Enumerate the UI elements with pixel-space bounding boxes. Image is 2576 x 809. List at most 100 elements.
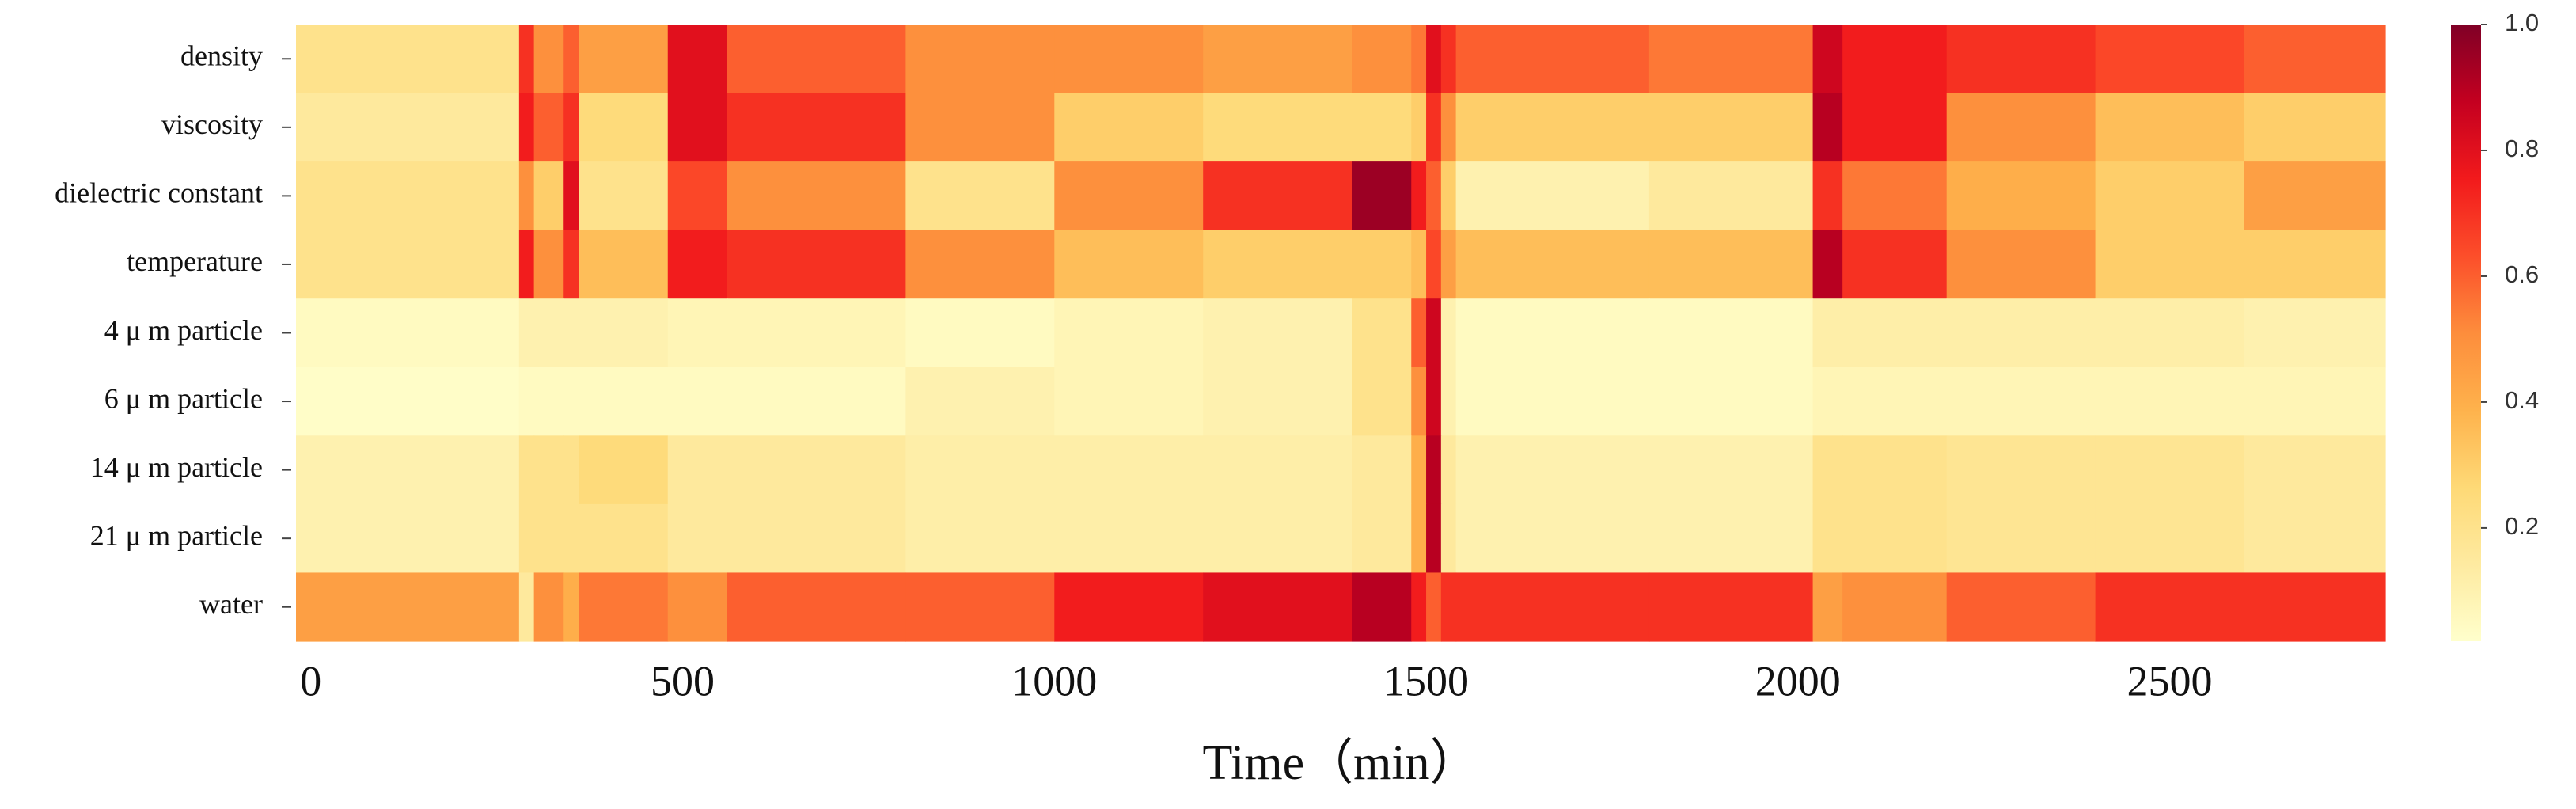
heat-cell (2244, 25, 2386, 94)
heat-cell (2095, 230, 2245, 299)
heat-cell (563, 367, 579, 436)
heat-cell (1440, 503, 1457, 574)
heat-cell (1455, 572, 1650, 642)
heat-cell (518, 230, 535, 299)
heat-cell (533, 298, 564, 368)
heat-cell (296, 161, 520, 231)
heat-cell (1352, 298, 1412, 368)
heat-cell (667, 298, 728, 368)
heat-cell (533, 25, 564, 94)
heat-cell (1203, 230, 1352, 299)
heat-cell (1426, 25, 1442, 94)
heat-cell (1842, 367, 1948, 436)
heat-cell (1203, 298, 1352, 368)
heat-cell (579, 298, 669, 368)
heat-cell (2244, 161, 2386, 231)
x-tick-label: 2500 (2127, 657, 2213, 705)
heat-cell (1946, 503, 2096, 574)
heat-cell (1842, 25, 1948, 94)
heat-cell (905, 298, 1055, 368)
heat-cell (727, 230, 906, 299)
heat-cell (1455, 230, 1650, 299)
heat-cell (1352, 25, 1412, 94)
heat-cell (563, 230, 579, 299)
heat-cell (533, 230, 564, 299)
heat-cell (533, 93, 564, 162)
heat-cell (296, 503, 520, 574)
x-tick-label: 1500 (1383, 657, 1469, 705)
heat-cell (1426, 161, 1442, 231)
heat-cell (1440, 230, 1457, 299)
heat-cell (1812, 230, 1843, 299)
heat-cell (1946, 93, 2096, 162)
heat-cell (1440, 298, 1457, 368)
heat-cell (563, 572, 579, 642)
heat-cell (1812, 435, 1843, 505)
heat-cell (1054, 572, 1204, 642)
x-tick-label: 0 (300, 657, 321, 705)
heat-cell (1411, 572, 1427, 642)
heat-cell (1946, 367, 2096, 436)
heat-cell (1842, 93, 1948, 162)
heat-cell (533, 367, 564, 436)
heat-cell (905, 161, 1055, 231)
heat-cell (1455, 298, 1650, 368)
heat-cell (296, 230, 520, 299)
heat-cell (2244, 230, 2386, 299)
heat-cell (563, 93, 579, 162)
heat-cell (296, 572, 520, 642)
heat-cell (1411, 503, 1427, 574)
heat-cell (667, 435, 728, 505)
heat-cell (2095, 367, 2245, 436)
heat-cell (1842, 503, 1948, 574)
heat-cell (1426, 367, 1442, 436)
heat-cell (905, 572, 1055, 642)
y-tick-label: temperature (127, 245, 263, 277)
heat-cell (1411, 161, 1427, 231)
heat-cell (1411, 93, 1427, 162)
heat-cell (2244, 435, 2386, 505)
x-axis-label: Time（min） (1202, 736, 1478, 790)
heat-cell (1812, 161, 1843, 231)
heat-cell (727, 93, 906, 162)
heat-cell (2095, 161, 2245, 231)
heat-cell (518, 435, 535, 505)
heat-cell (533, 572, 564, 642)
heat-cell (296, 435, 520, 505)
heat-cell (1426, 230, 1442, 299)
heat-cell (579, 572, 669, 642)
heat-cell (579, 435, 669, 505)
heat-cell (1455, 161, 1650, 231)
heat-cell (518, 503, 535, 574)
heat-cell (579, 503, 669, 574)
heat-cell (1203, 25, 1352, 94)
heat-cell (1946, 161, 2096, 231)
heat-cell (1455, 25, 1650, 94)
heat-cell (1352, 435, 1412, 505)
heat-cell (563, 503, 579, 574)
heat-cell (1812, 25, 1843, 94)
heat-cell (667, 503, 728, 574)
heat-cell (579, 93, 669, 162)
heat-cell (1812, 298, 1843, 368)
heat-cell (296, 93, 520, 162)
heat-cell (1054, 161, 1204, 231)
heat-cell (1352, 230, 1412, 299)
heat-cell (2244, 367, 2386, 436)
heat-cell (1455, 93, 1650, 162)
heat-cell (518, 93, 535, 162)
heat-cell (667, 25, 728, 94)
heat-cell (533, 503, 564, 574)
heat-cell (1203, 572, 1352, 642)
heat-cell (1054, 367, 1204, 436)
heat-cell (667, 161, 728, 231)
heat-cell (1426, 572, 1442, 642)
heat-cell (1411, 367, 1427, 436)
heat-cell (1648, 572, 1814, 642)
heat-cell (2095, 503, 2245, 574)
heat-cell (1203, 161, 1352, 231)
heat-cell (1946, 572, 2096, 642)
heat-cell (1812, 572, 1843, 642)
heat-cell (727, 367, 906, 436)
heat-cell (2095, 435, 2245, 505)
